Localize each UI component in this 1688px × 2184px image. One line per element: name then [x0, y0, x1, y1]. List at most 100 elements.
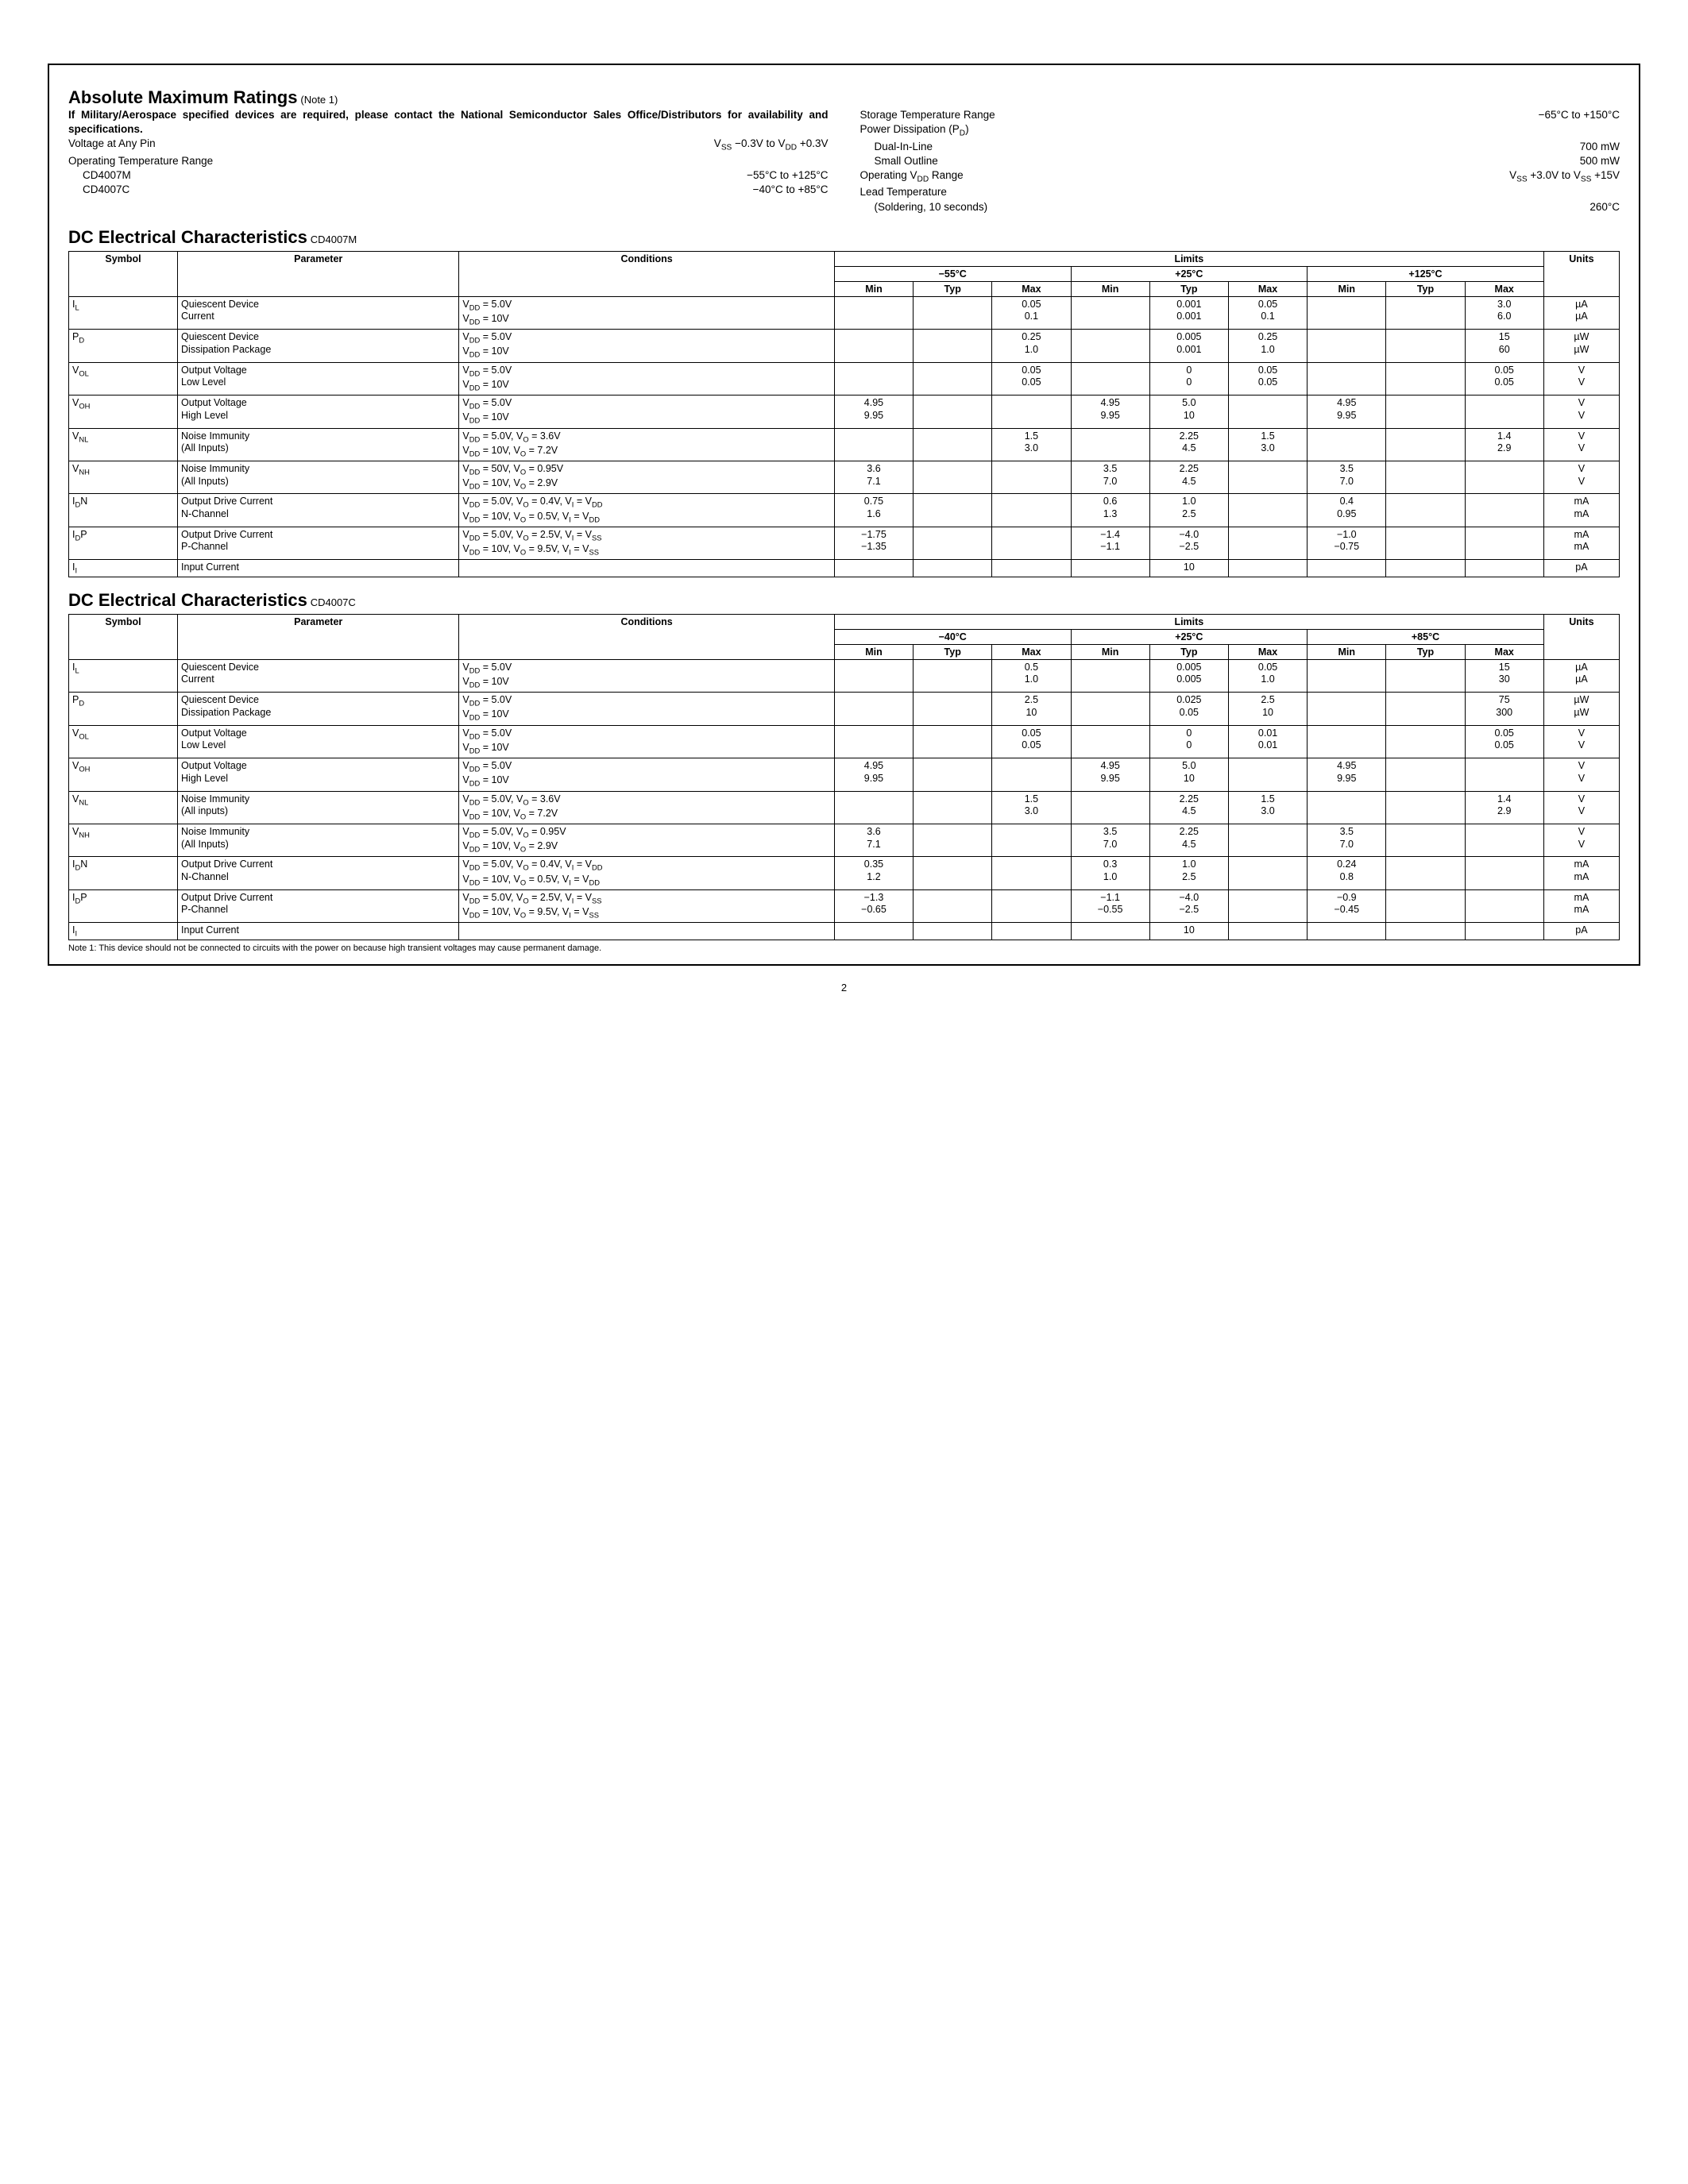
col-header: Parameter: [178, 251, 459, 296]
spec-table-m: SymbolParameterConditionsLimitsUnits−55°…: [68, 251, 1620, 577]
col-header: Min: [834, 281, 913, 296]
cell: 3.5 7.0: [1071, 824, 1149, 856]
cell: Noise Immunity (All inputs): [178, 791, 459, 824]
cell: V V: [1543, 396, 1619, 428]
cell: [914, 296, 992, 329]
cell: [1071, 428, 1149, 461]
cell: [1465, 889, 1543, 922]
cell: VDD = 5.0V VDD = 10V: [459, 296, 834, 329]
cell: Quiescent Device Dissipation Package: [178, 693, 459, 725]
cell: IDN: [69, 494, 178, 527]
cell: [1308, 428, 1386, 461]
table-row: IIInput Current10pA: [69, 923, 1620, 940]
cell: V V: [1543, 725, 1619, 758]
cell: mA mA: [1543, 889, 1619, 922]
cell: [914, 857, 992, 889]
cell: [1228, 461, 1307, 493]
cell: [1465, 824, 1543, 856]
cell: IDP: [69, 527, 178, 559]
cell: −1.1 −0.55: [1071, 889, 1149, 922]
cell: VDD = 5.0V, VO = 2.5V, VI = VSS VDD = 10…: [459, 889, 834, 922]
cell: 2.25 4.5: [1149, 461, 1228, 493]
cell: [914, 889, 992, 922]
cell: 1.4 2.9: [1465, 791, 1543, 824]
cell: [1071, 923, 1149, 940]
cell: IDP: [69, 889, 178, 922]
cell: pA: [1543, 923, 1619, 940]
cell: [1465, 758, 1543, 791]
amr-value: −65°C to +150°C: [1539, 108, 1620, 122]
cell: µA µA: [1543, 659, 1619, 692]
cell: 3.5 7.0: [1308, 824, 1386, 856]
cell: [1465, 527, 1543, 559]
col-header: Max: [992, 644, 1071, 659]
cell: 1.5 3.0: [1228, 791, 1307, 824]
cell: 0.05 0.05: [1465, 362, 1543, 395]
cell: [914, 396, 992, 428]
cell: [834, 725, 913, 758]
cell: 0.25 1.0: [1228, 330, 1307, 362]
cell: 0.01 0.01: [1228, 725, 1307, 758]
amr-left-col: Voltage at Any PinVSS −0.3V to VDD +0.3V…: [68, 137, 829, 197]
cell: [1386, 560, 1465, 577]
table-row: VNHNoise Immunity (All Inputs)VDD = 50V,…: [69, 461, 1620, 493]
col-header: Parameter: [178, 614, 459, 659]
cell: II: [69, 923, 178, 940]
amr-label: CD4007C: [68, 183, 129, 197]
col-header: Typ: [914, 281, 992, 296]
cell: [1386, 725, 1465, 758]
cell: 4.95 9.95: [1071, 396, 1149, 428]
col-header: Min: [1308, 644, 1386, 659]
cell: [914, 461, 992, 493]
table-row: VNHNoise Immunity (All Inputs)VDD = 5.0V…: [69, 824, 1620, 856]
cell: 3.5 7.0: [1308, 461, 1386, 493]
cell: [914, 362, 992, 395]
cell: [1465, 857, 1543, 889]
table-row: ILQuiescent Device CurrentVDD = 5.0V VDD…: [69, 659, 1620, 692]
amr-row: Lead Temperature: [860, 185, 1620, 199]
cell: 10: [1149, 560, 1228, 577]
cell: 0.05 0.05: [1228, 362, 1307, 395]
col-header: Limits: [834, 614, 1543, 629]
cell: VDD = 50V, VO = 0.95V VDD = 10V, VO = 2.…: [459, 461, 834, 493]
cell: 0.05 0.05: [992, 362, 1071, 395]
cell: VDD = 5.0V, VO = 0.4V, VI = VDD VDD = 10…: [459, 857, 834, 889]
cell: 5.0 10: [1149, 758, 1228, 791]
amr-row: CD4007M−55°C to +125°C: [68, 168, 829, 183]
cell: [1071, 693, 1149, 725]
cell: Output Voltage Low Level: [178, 725, 459, 758]
amr-row: (Soldering, 10 seconds)260°C: [860, 200, 1620, 214]
table-c-title: DC Electrical Characteristics: [68, 590, 307, 610]
amr-label: Storage Temperature Range: [860, 108, 995, 122]
cell: 0.001 0.001: [1149, 296, 1228, 329]
cell: 1.5 3.0: [992, 791, 1071, 824]
col-header: Min: [1071, 644, 1149, 659]
cell: 2.25 4.5: [1149, 824, 1228, 856]
amr-value: −40°C to +85°C: [753, 183, 829, 197]
col-header: Min: [834, 644, 913, 659]
cell: [1071, 659, 1149, 692]
table-m-title: DC Electrical Characteristics: [68, 227, 307, 247]
cell: mA mA: [1543, 857, 1619, 889]
cell: [1465, 923, 1543, 940]
table-row: PDQuiescent Device Dissipation PackageVD…: [69, 330, 1620, 362]
amr-label: Dual-In-Line: [860, 140, 933, 154]
note-1: Note 1: This device should not be connec…: [68, 943, 1620, 953]
amr-row: Power Dissipation (PD): [860, 122, 1620, 139]
cell: [992, 560, 1071, 577]
cell: VDD = 5.0V VDD = 10V: [459, 659, 834, 692]
col-header: −40°C: [834, 629, 1071, 644]
col-header: +25°C: [1071, 629, 1308, 644]
amr-label: Operating VDD Range: [860, 168, 964, 185]
cell: −1.3 −0.65: [834, 889, 913, 922]
table-row: IDPOutput Drive Current P-ChannelVDD = 5…: [69, 889, 1620, 922]
cell: Input Current: [178, 923, 459, 940]
cell: −0.9 −0.45: [1308, 889, 1386, 922]
cell: 0.75 1.6: [834, 494, 913, 527]
col-header: Max: [1465, 644, 1543, 659]
cell: µW µW: [1543, 330, 1619, 362]
cell: [992, 857, 1071, 889]
cell: [1071, 330, 1149, 362]
cell: 1.4 2.9: [1465, 428, 1543, 461]
cell: IL: [69, 659, 178, 692]
